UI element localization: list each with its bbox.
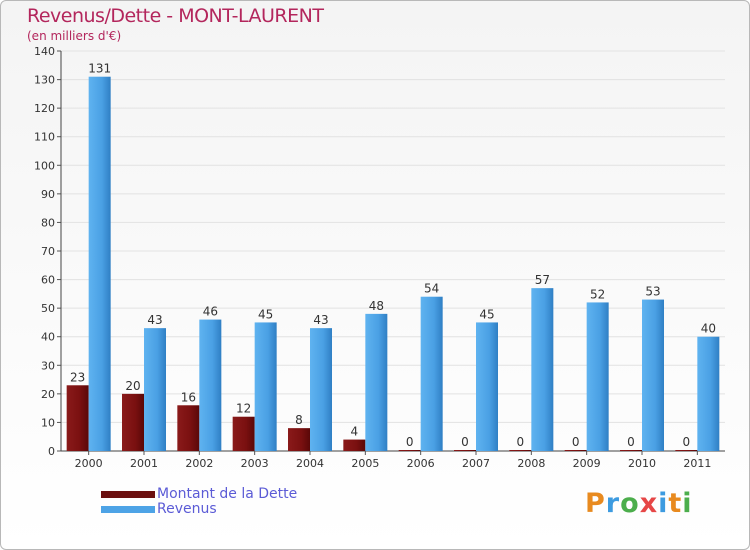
value-label-revenus: 48 [369,299,384,313]
y-tick-label: 20 [41,388,55,401]
y-tick-label: 40 [41,331,55,344]
bar-dette [509,450,532,451]
bar-revenus [254,322,277,451]
y-tick-label: 130 [34,74,55,87]
y-tick-label: 0 [48,445,55,458]
bar-revenus [199,319,222,451]
value-label-revenus: 53 [645,285,660,299]
value-label-revenus: 43 [147,313,162,327]
chart-title: Revenus/Dette - MONT-LAURENT [27,5,324,27]
value-label-revenus: 45 [258,307,273,321]
value-label-dette: 4 [351,425,359,439]
proxiti-logo: Proxiti [585,488,693,519]
legend-item-dette: Montant de la Dette [101,486,297,502]
y-tick-label: 120 [34,102,55,115]
x-tick-label: 2011 [683,457,711,470]
y-tick-label: 10 [41,416,55,429]
y-tick-label: 90 [41,188,55,201]
value-label-dette: 0 [517,435,525,449]
chart-subtitle: (en milliers d'€) [27,29,122,43]
bar-revenus [531,288,554,451]
bar-revenus [476,322,498,451]
x-tick-label: 2009 [573,457,601,470]
x-tick-label: 2003 [241,457,269,470]
y-tick-label: 60 [41,274,55,287]
value-label-revenus: 40 [701,322,716,336]
legend-item-revenus: Revenus [101,501,217,517]
y-tick-label: 140 [34,45,55,58]
x-tick-label: 2000 [75,457,103,470]
x-tick-label: 2006 [407,457,435,470]
y-tick-label: 110 [34,131,55,144]
bar-dette [122,393,144,451]
value-label-dette: 20 [125,379,140,393]
bar-dette [232,416,255,451]
legend-swatch-revenus [101,505,155,513]
value-label-revenus: 43 [313,313,328,327]
bar-revenus [88,76,111,451]
bar-dette [620,450,642,451]
x-tick-label: 2007 [462,457,490,470]
bar-dette [564,450,587,451]
y-tick-label: 100 [34,159,55,172]
value-label-dette: 12 [236,402,251,416]
value-label-revenus: 57 [535,273,550,287]
value-label-dette: 16 [181,390,196,404]
bar-revenus [697,336,720,451]
x-tick-label: 2008 [517,457,545,470]
value-label-revenus: 45 [479,307,494,321]
x-tick-label: 2004 [296,457,324,470]
value-label-dette: 8 [295,413,303,427]
x-tick-label: 2002 [185,457,213,470]
bar-revenus [310,328,332,451]
value-label-dette: 23 [70,370,85,384]
bar-dette [177,405,200,451]
bar-revenus [586,302,609,451]
y-tick-label: 30 [41,359,55,372]
bar-dette [343,439,366,451]
y-tick-label: 80 [41,216,55,229]
legend-label-revenus: Revenus [157,501,217,517]
bar-dette [66,385,89,451]
value-label-revenus: 131 [88,62,111,76]
bar-revenus [144,328,166,451]
y-tick-label: 70 [41,245,55,258]
bar-revenus [642,299,664,451]
x-tick-label: 2010 [628,457,656,470]
bar-revenus [420,296,443,451]
value-label-dette: 0 [461,435,469,449]
bar-dette [398,450,421,451]
legend-swatch-dette [101,490,155,498]
value-label-revenus: 46 [203,305,218,319]
value-label-dette: 0 [406,435,414,449]
bar-dette [454,450,476,451]
value-label-revenus: 52 [590,287,605,301]
bar-revenus [365,313,388,451]
value-label-dette: 0 [572,435,580,449]
value-label-dette: 0 [627,435,635,449]
value-label-revenus: 54 [424,282,439,296]
x-tick-label: 2005 [351,457,379,470]
value-label-dette: 0 [683,435,691,449]
y-tick-label: 50 [41,302,55,315]
bar-dette [288,428,310,451]
legend-label-dette: Montant de la Dette [157,486,298,502]
x-tick-label: 2001 [130,457,158,470]
bar-dette [675,450,698,451]
